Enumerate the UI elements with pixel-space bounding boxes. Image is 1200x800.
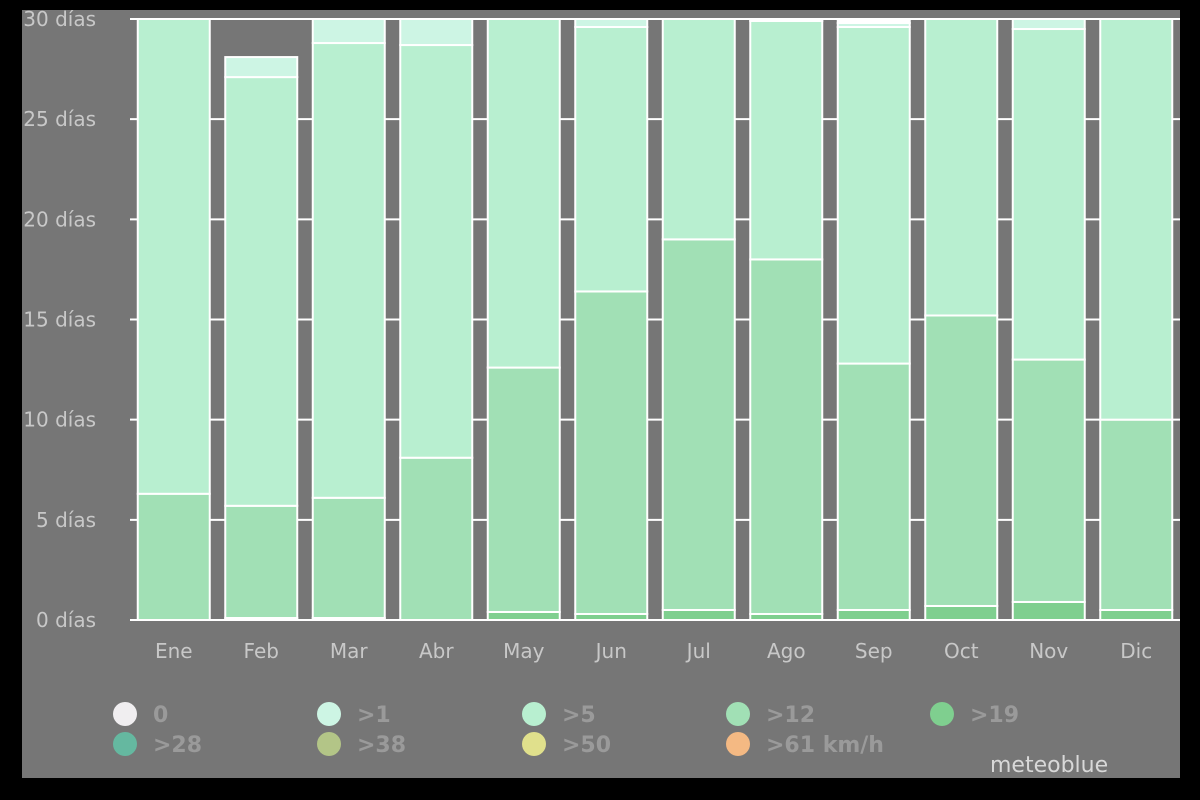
bar-stack-oct	[924, 18, 999, 622]
bar-segment	[1099, 608, 1174, 622]
legend-label: >12	[766, 703, 815, 728]
bar-stack-jun	[574, 18, 649, 621]
bar-segment	[311, 496, 386, 619]
legend-swatch	[113, 702, 137, 726]
bar-segment	[749, 18, 824, 23]
gridlines	[130, 18, 1180, 621]
legend-label: >38	[357, 733, 406, 758]
bar-segment	[486, 18, 561, 369]
bar-segment	[399, 44, 474, 459]
bar-segment	[399, 18, 474, 47]
bar-segment	[661, 238, 736, 611]
bar-segment	[486, 610, 561, 622]
bars	[136, 18, 1174, 622]
chart-panel: 0 días 5 días 10 días 15 días 20 días 25 días…	[22, 10, 1180, 778]
bar-segment	[924, 18, 999, 317]
bar-segment	[661, 18, 736, 241]
bar-segment	[1011, 18, 1086, 31]
x-tick-label: Mar	[330, 639, 369, 663]
bar-segment	[924, 604, 999, 622]
x-tick-label: Feb	[244, 639, 279, 663]
bar-segment	[1099, 18, 1174, 421]
bar-segment	[836, 608, 911, 622]
legend-swatch	[522, 702, 546, 726]
bar-segment	[136, 492, 211, 622]
y-tick-label: 20 días	[23, 207, 96, 231]
bar-segment	[224, 504, 299, 619]
bar-segment	[224, 76, 299, 507]
bar-stack-feb	[224, 56, 299, 621]
bar-stack-nov	[1011, 18, 1086, 621]
legend-label: >5	[562, 703, 596, 728]
y-tick-label: 5 días	[36, 508, 96, 532]
bar-segment	[399, 456, 474, 622]
bar-segment	[1011, 358, 1086, 603]
bar-stack-ago	[749, 18, 824, 621]
bar-segment	[224, 56, 299, 79]
bar-segment	[1099, 418, 1174, 611]
y-tick-label: 10 días	[23, 408, 96, 432]
x-tick-label: Ago	[767, 639, 806, 663]
x-axis-ticks: Ene Feb Mar Abr May Jun Jul Ago Sep Oct Nov Dic	[155, 639, 1152, 663]
bar-segment	[311, 18, 386, 45]
bar-segment	[836, 26, 911, 365]
y-tick-label: 25 días	[23, 107, 96, 131]
bar-segment	[836, 362, 911, 611]
bar-segment	[574, 26, 649, 293]
legend-swatch	[930, 702, 954, 726]
legend-label: 0	[153, 703, 168, 728]
legend-label: >28	[153, 733, 202, 758]
bar-stack-abr	[399, 18, 474, 622]
bar-segment	[1011, 600, 1086, 621]
bar-segment	[311, 42, 386, 499]
x-tick-label: May	[503, 639, 545, 663]
legend-swatch	[522, 732, 546, 756]
legend-swatch	[726, 732, 750, 756]
x-tick-label: Sep	[855, 639, 893, 663]
legend-label: >61 km/h	[766, 733, 884, 758]
bar-segment	[136, 18, 211, 495]
x-tick-label: Abr	[419, 639, 454, 663]
legend-swatch	[113, 732, 137, 756]
bar-stack-sep	[836, 20, 911, 622]
legend-label: >1	[357, 703, 391, 728]
bar-stack-may	[486, 18, 561, 622]
bar-segment	[749, 258, 824, 615]
x-tick-label: Oct	[944, 639, 979, 663]
bar-stack-ene	[136, 18, 211, 622]
y-tick-label: 30 días	[23, 10, 96, 31]
legend-swatch	[726, 702, 750, 726]
bar-stack-jul	[661, 18, 736, 622]
bar-segment	[486, 366, 561, 613]
legend-swatch	[317, 702, 341, 726]
bar-segment	[749, 20, 824, 261]
legend: 0 >1 >5 >12 >19 >28 >38 >50 >61 km/h	[113, 702, 1019, 758]
wind-speed-days-chart: 0 días 5 días 10 días 15 días 20 días 25 días…	[23, 10, 1180, 778]
x-tick-label: Jul	[685, 639, 711, 663]
x-tick-label: Dic	[1120, 639, 1152, 663]
bar-segment	[661, 608, 736, 622]
x-tick-label: Ene	[155, 639, 193, 663]
y-tick-label: 15 días	[23, 308, 96, 332]
bar-stack-mar	[311, 18, 386, 621]
bar-segment	[924, 314, 999, 607]
x-tick-label: Jun	[594, 639, 627, 663]
bar-stack-dic	[1099, 18, 1174, 622]
bar-segment	[574, 18, 649, 29]
y-axis-ticks: 0 días 5 días 10 días 15 días 20 días 25 días…	[23, 10, 96, 632]
legend-label: >50	[562, 733, 611, 758]
legend-swatch	[317, 732, 341, 756]
legend-label: >19	[970, 703, 1019, 728]
bar-segment	[574, 290, 649, 615]
brand-label: meteoblue	[990, 753, 1108, 778]
bar-segment	[1011, 28, 1086, 361]
bar-segment	[836, 20, 911, 25]
x-tick-label: Nov	[1029, 639, 1068, 663]
y-tick-label: 0 días	[36, 608, 96, 632]
